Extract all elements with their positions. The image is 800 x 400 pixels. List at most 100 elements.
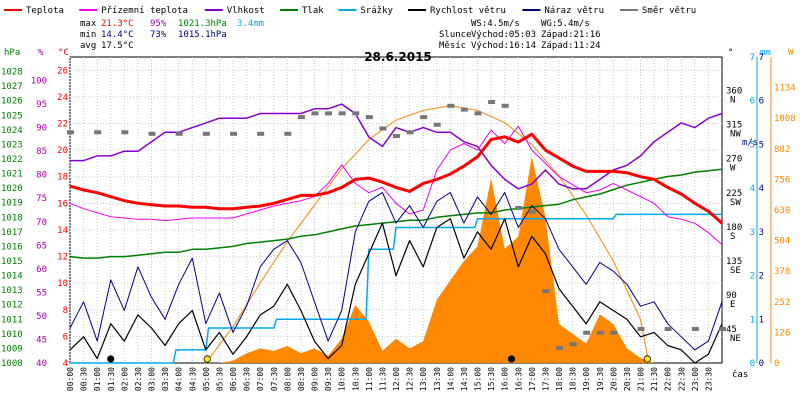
wind-direction-mark <box>528 209 536 214</box>
x-tick-label: 10:30 <box>351 367 360 391</box>
x-tick-label: 18:00 <box>555 367 564 391</box>
direction-tick-label: 180 <box>726 223 742 233</box>
x-tick-label: 01:00 <box>93 367 102 391</box>
solar-tick-label: 630 <box>774 206 790 216</box>
wind-speed-tick-label: 1 <box>759 315 764 325</box>
moon-set: Západ:11:24 <box>541 41 601 51</box>
wind-direction-mark <box>121 130 129 135</box>
pressure-tick-label: 1022 <box>1 155 23 165</box>
wind-direction-mark <box>175 131 183 136</box>
x-tick-label: 20:00 <box>609 367 618 391</box>
wind-direction-mark <box>338 111 346 116</box>
humidity-tick-label: 45 <box>36 335 47 345</box>
stat-min-temp: 14.4°C <box>101 30 134 40</box>
wind-direction-mark <box>352 111 360 116</box>
x-tick-label: 14:30 <box>460 367 469 391</box>
rain-tick-label: 2 <box>750 272 755 282</box>
temperature-tick-label: 22 <box>57 120 68 130</box>
direction-name-label: SE <box>730 266 741 276</box>
wind-direction-mark <box>230 131 237 136</box>
stat-avg-temp: 17.5°C <box>101 41 134 51</box>
temperature-tick-label: 24 <box>57 93 68 103</box>
temperature-tick-label: 14 <box>57 226 68 236</box>
stat-max-hum: 95% <box>150 19 167 29</box>
pressure-tick-label: 1017 <box>1 228 23 238</box>
x-tick-label: 14:00 <box>446 367 455 391</box>
series-line-p-zemn-teplota <box>69 125 723 245</box>
pressure-tick-label: 1019 <box>1 199 23 209</box>
direction-unit-label: ° <box>728 48 733 58</box>
solar-tick-label: 756 <box>774 175 790 185</box>
wind-direction-mark <box>94 130 102 135</box>
rain-unit-label: mm <box>760 48 771 58</box>
stat-max-label: max <box>80 19 97 29</box>
x-tick-label: 05:30 <box>215 367 224 391</box>
x-tick-label: 08:00 <box>283 367 292 391</box>
direction-tick-label: 225 <box>726 189 742 199</box>
wind-direction-mark <box>365 115 373 120</box>
wind-direction-mark <box>202 131 210 136</box>
humidity-tick-label: 100 <box>31 77 47 87</box>
solar-tick-label: 1134 <box>774 84 796 94</box>
x-tick-label: 07:00 <box>256 367 265 391</box>
temperature-tick-label: 26 <box>57 66 68 76</box>
x-tick-label: 03:00 <box>148 367 157 391</box>
wind-speed-tick-label: 0 <box>759 359 764 369</box>
humidity-tick-label: 85 <box>36 147 47 157</box>
direction-name-label: NE <box>730 334 741 344</box>
wind-direction-mark <box>393 134 400 139</box>
direction-tick-label: 315 <box>726 121 742 131</box>
x-tick-label: 05:00 <box>202 367 211 391</box>
x-tick-label: 21:00 <box>637 367 646 391</box>
sun-moon-marker <box>643 355 651 363</box>
direction-name-label: N <box>730 96 735 106</box>
solar-tick-label: 252 <box>774 298 790 308</box>
pressure-tick-label: 1015 <box>1 257 23 267</box>
humidity-tick-label: 80 <box>36 171 47 181</box>
wind-speed-tick-label: 4 <box>759 184 764 194</box>
pressure-tick-label: 1024 <box>1 126 23 136</box>
wind-direction-mark <box>501 103 509 108</box>
wind-direction-mark <box>460 107 468 112</box>
wind-direction-mark <box>488 100 496 105</box>
pressure-tick-label: 1014 <box>1 272 23 282</box>
solar-tick-label: 1008 <box>774 114 796 124</box>
pressure-tick-label: 1009 <box>1 344 23 354</box>
x-tick-label: 10:00 <box>338 367 347 391</box>
direction-name-label: NW <box>730 130 741 140</box>
wind-ws-info: WS:4.5m/s <box>471 19 520 29</box>
direction-name-label: S <box>730 232 735 242</box>
stat-avg-label: avg <box>80 41 96 51</box>
wind-direction-mark <box>569 342 577 347</box>
pressure-tick-label: 1023 <box>1 140 23 150</box>
pressure-tick-label: 1010 <box>1 330 23 340</box>
legend-entry: Srážky <box>360 6 393 16</box>
wind-direction-mark <box>637 326 645 331</box>
temperature-tick-label: 4 <box>63 359 68 369</box>
rain-tick-label: 6 <box>750 97 755 107</box>
temperature-tick-label: 12 <box>57 253 68 263</box>
humidity-tick-label: 70 <box>36 218 47 228</box>
markers-layer <box>107 355 651 363</box>
x-tick-label: 11:00 <box>365 367 374 391</box>
stat-min-label: min <box>80 30 96 40</box>
solar-unit-label: W <box>788 48 794 58</box>
x-tick-label: 11:30 <box>378 367 387 391</box>
direction-tick-label: 45 <box>726 325 737 335</box>
series-line-teplota <box>69 132 723 225</box>
legend-entry: Tlak <box>302 6 324 16</box>
direction-tick-label: 360 <box>726 87 742 97</box>
x-tick-label: 15:00 <box>474 367 483 391</box>
legend-entry: Rychlost větru <box>430 6 506 16</box>
wind-wg-info: WG:5.4m/s <box>541 19 590 29</box>
legend-entry: Teplota <box>26 6 64 16</box>
x-tick-label: 00:30 <box>80 367 89 391</box>
rain-tick-label: 1 <box>750 315 755 325</box>
x-tick-label: 19:00 <box>582 367 591 391</box>
wind-speed-tick-label: 3 <box>759 228 764 238</box>
series-line-rychlost-v-tru <box>69 218 723 364</box>
x-tick-label: 03:30 <box>161 367 170 391</box>
wind-direction-mark <box>433 122 441 127</box>
pressure-tick-label: 1013 <box>1 286 23 296</box>
